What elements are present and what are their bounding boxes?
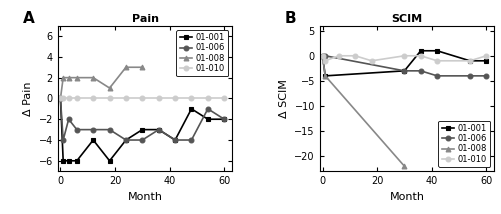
01-006	[417, 70, 423, 72]
01-010	[66, 97, 72, 100]
01-010	[60, 97, 66, 100]
X-axis label: Month: Month	[389, 192, 424, 202]
01-001	[57, 97, 63, 100]
01-010	[172, 97, 178, 100]
Line: 01-008: 01-008	[320, 53, 406, 169]
01-001	[123, 139, 129, 141]
01-010	[466, 59, 472, 62]
01-010	[352, 55, 358, 57]
01-006	[90, 128, 96, 131]
01-010	[74, 97, 80, 100]
01-010	[139, 97, 145, 100]
01-006	[482, 74, 488, 77]
Y-axis label: Δ Pain: Δ Pain	[23, 81, 33, 116]
Legend: 01-001, 01-006, 01-008, 01-010: 01-001, 01-006, 01-008, 01-010	[437, 121, 489, 167]
01-006	[188, 139, 194, 141]
01-008	[66, 76, 72, 79]
01-006	[74, 128, 80, 131]
01-001	[466, 59, 472, 62]
01-001	[482, 59, 488, 62]
Line: 01-010: 01-010	[58, 96, 226, 101]
01-010	[188, 97, 194, 100]
01-006	[433, 74, 439, 77]
01-006	[466, 74, 472, 77]
01-008	[60, 76, 66, 79]
01-006	[319, 55, 325, 57]
Line: 01-008: 01-008	[58, 65, 144, 101]
01-010	[106, 97, 112, 100]
Line: 01-001: 01-001	[320, 48, 488, 78]
X-axis label: Month: Month	[127, 192, 162, 202]
01-008	[401, 165, 407, 168]
01-001	[74, 159, 80, 162]
01-006	[204, 108, 210, 110]
01-001	[221, 118, 227, 120]
01-001	[322, 74, 328, 77]
01-006	[221, 118, 227, 120]
01-010	[123, 97, 129, 100]
01-001	[139, 128, 145, 131]
01-010	[368, 59, 374, 62]
01-006	[139, 139, 145, 141]
01-010	[204, 97, 210, 100]
01-006	[60, 139, 66, 141]
01-010	[90, 97, 96, 100]
01-006	[401, 70, 407, 72]
01-001	[319, 55, 325, 57]
01-001	[155, 128, 161, 131]
01-008	[123, 66, 129, 68]
01-001	[60, 159, 66, 162]
01-001	[417, 49, 423, 52]
01-006	[66, 118, 72, 120]
01-008	[90, 76, 96, 79]
01-006	[322, 55, 328, 57]
01-008	[319, 55, 325, 57]
Text: B: B	[284, 11, 296, 26]
01-001	[106, 159, 112, 162]
Y-axis label: Δ SCIM: Δ SCIM	[278, 79, 288, 118]
01-008	[57, 97, 63, 100]
01-008	[139, 66, 145, 68]
Text: A: A	[23, 11, 35, 26]
01-010	[482, 55, 488, 57]
01-006	[172, 139, 178, 141]
01-010	[57, 97, 63, 100]
01-008	[106, 87, 112, 89]
01-001	[401, 70, 407, 72]
Line: 01-010: 01-010	[320, 53, 488, 63]
Title: Pain: Pain	[131, 13, 158, 24]
01-001	[433, 49, 439, 52]
01-010	[433, 59, 439, 62]
01-006	[106, 128, 112, 131]
01-001	[66, 159, 72, 162]
Legend: 01-001, 01-006, 01-008, 01-010: 01-001, 01-006, 01-008, 01-010	[176, 30, 228, 76]
01-006	[57, 97, 63, 100]
Title: SCIM: SCIM	[391, 13, 422, 24]
01-006	[155, 128, 161, 131]
01-010	[401, 55, 407, 57]
01-010	[155, 97, 161, 100]
01-001	[188, 108, 194, 110]
01-001	[172, 139, 178, 141]
01-008	[74, 76, 80, 79]
Line: 01-001: 01-001	[58, 96, 226, 163]
01-010	[319, 55, 325, 57]
01-001	[204, 118, 210, 120]
01-010	[322, 59, 328, 62]
01-008	[322, 74, 328, 77]
01-010	[221, 97, 227, 100]
01-006	[123, 139, 129, 141]
Line: 01-006: 01-006	[320, 53, 488, 78]
01-010	[335, 55, 341, 57]
01-010	[417, 55, 423, 57]
01-001	[90, 139, 96, 141]
Line: 01-006: 01-006	[58, 96, 226, 143]
